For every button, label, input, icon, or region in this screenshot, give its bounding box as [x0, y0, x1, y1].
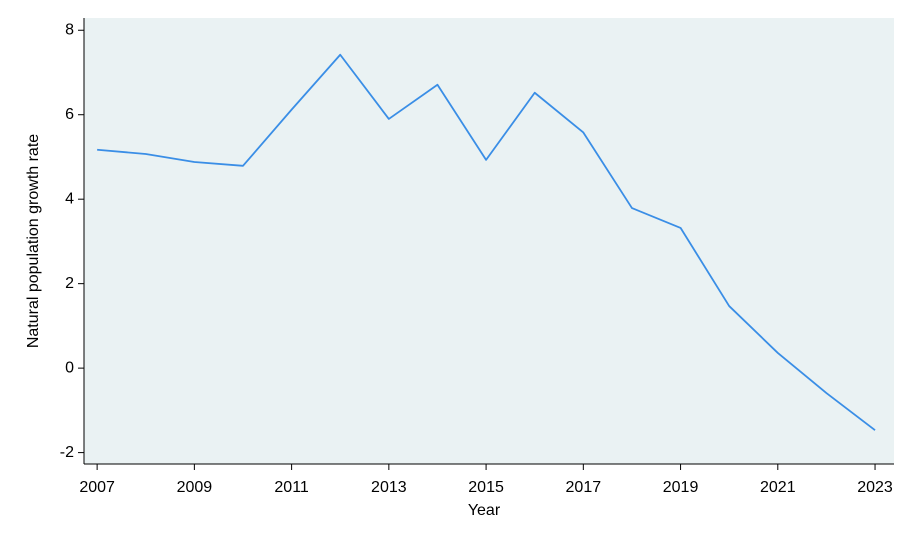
x-tick-label: 2011 [274, 479, 309, 496]
x-tick-label: 2009 [177, 479, 213, 496]
x-tick-label: 2023 [857, 479, 893, 496]
x-tick-label: 2007 [79, 479, 115, 496]
data-line [97, 53, 876, 431]
y-tick-label: 0 [65, 359, 74, 376]
x-tick-label: 2015 [468, 479, 504, 496]
y-tick-label: -2 [60, 444, 74, 461]
y-tick-label: 4 [65, 190, 74, 207]
y-tick-label: 2 [65, 275, 74, 292]
x-tick-label: 2017 [566, 479, 602, 496]
plot-area [84, 18, 894, 464]
x-tick-label: 2013 [371, 479, 407, 496]
y-tick-label: 6 [65, 106, 74, 123]
y-axis-label: Natural population growth rate [25, 134, 42, 348]
x-tick-label: 2021 [760, 479, 796, 496]
y-tick-label: 8 [65, 21, 74, 38]
x-axis-label: Year [468, 502, 501, 519]
x-tick-label: 2019 [663, 479, 699, 496]
